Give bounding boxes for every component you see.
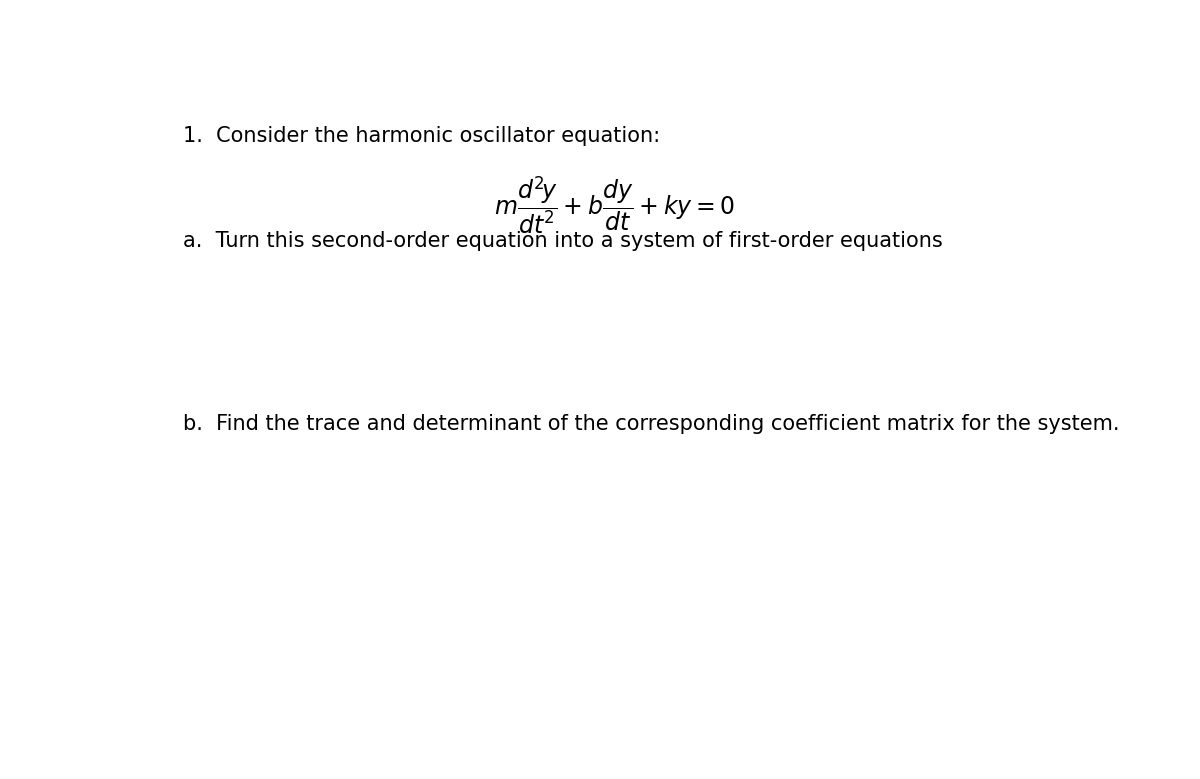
Text: $m\dfrac{d^2\!y}{dt^2} + b\dfrac{dy}{dt} + ky = 0$: $m\dfrac{d^2\!y}{dt^2} + b\dfrac{dy}{dt}… (494, 174, 736, 237)
Text: a.  Turn this second-order equation into a system of first-order equations: a. Turn this second-order equation into … (182, 231, 942, 252)
Text: 1.  Consider the harmonic oscillator equation:: 1. Consider the harmonic oscillator equa… (182, 126, 660, 146)
Text: b.  Find the trace and determinant of the corresponding coefficient matrix for t: b. Find the trace and determinant of the… (182, 414, 1120, 435)
